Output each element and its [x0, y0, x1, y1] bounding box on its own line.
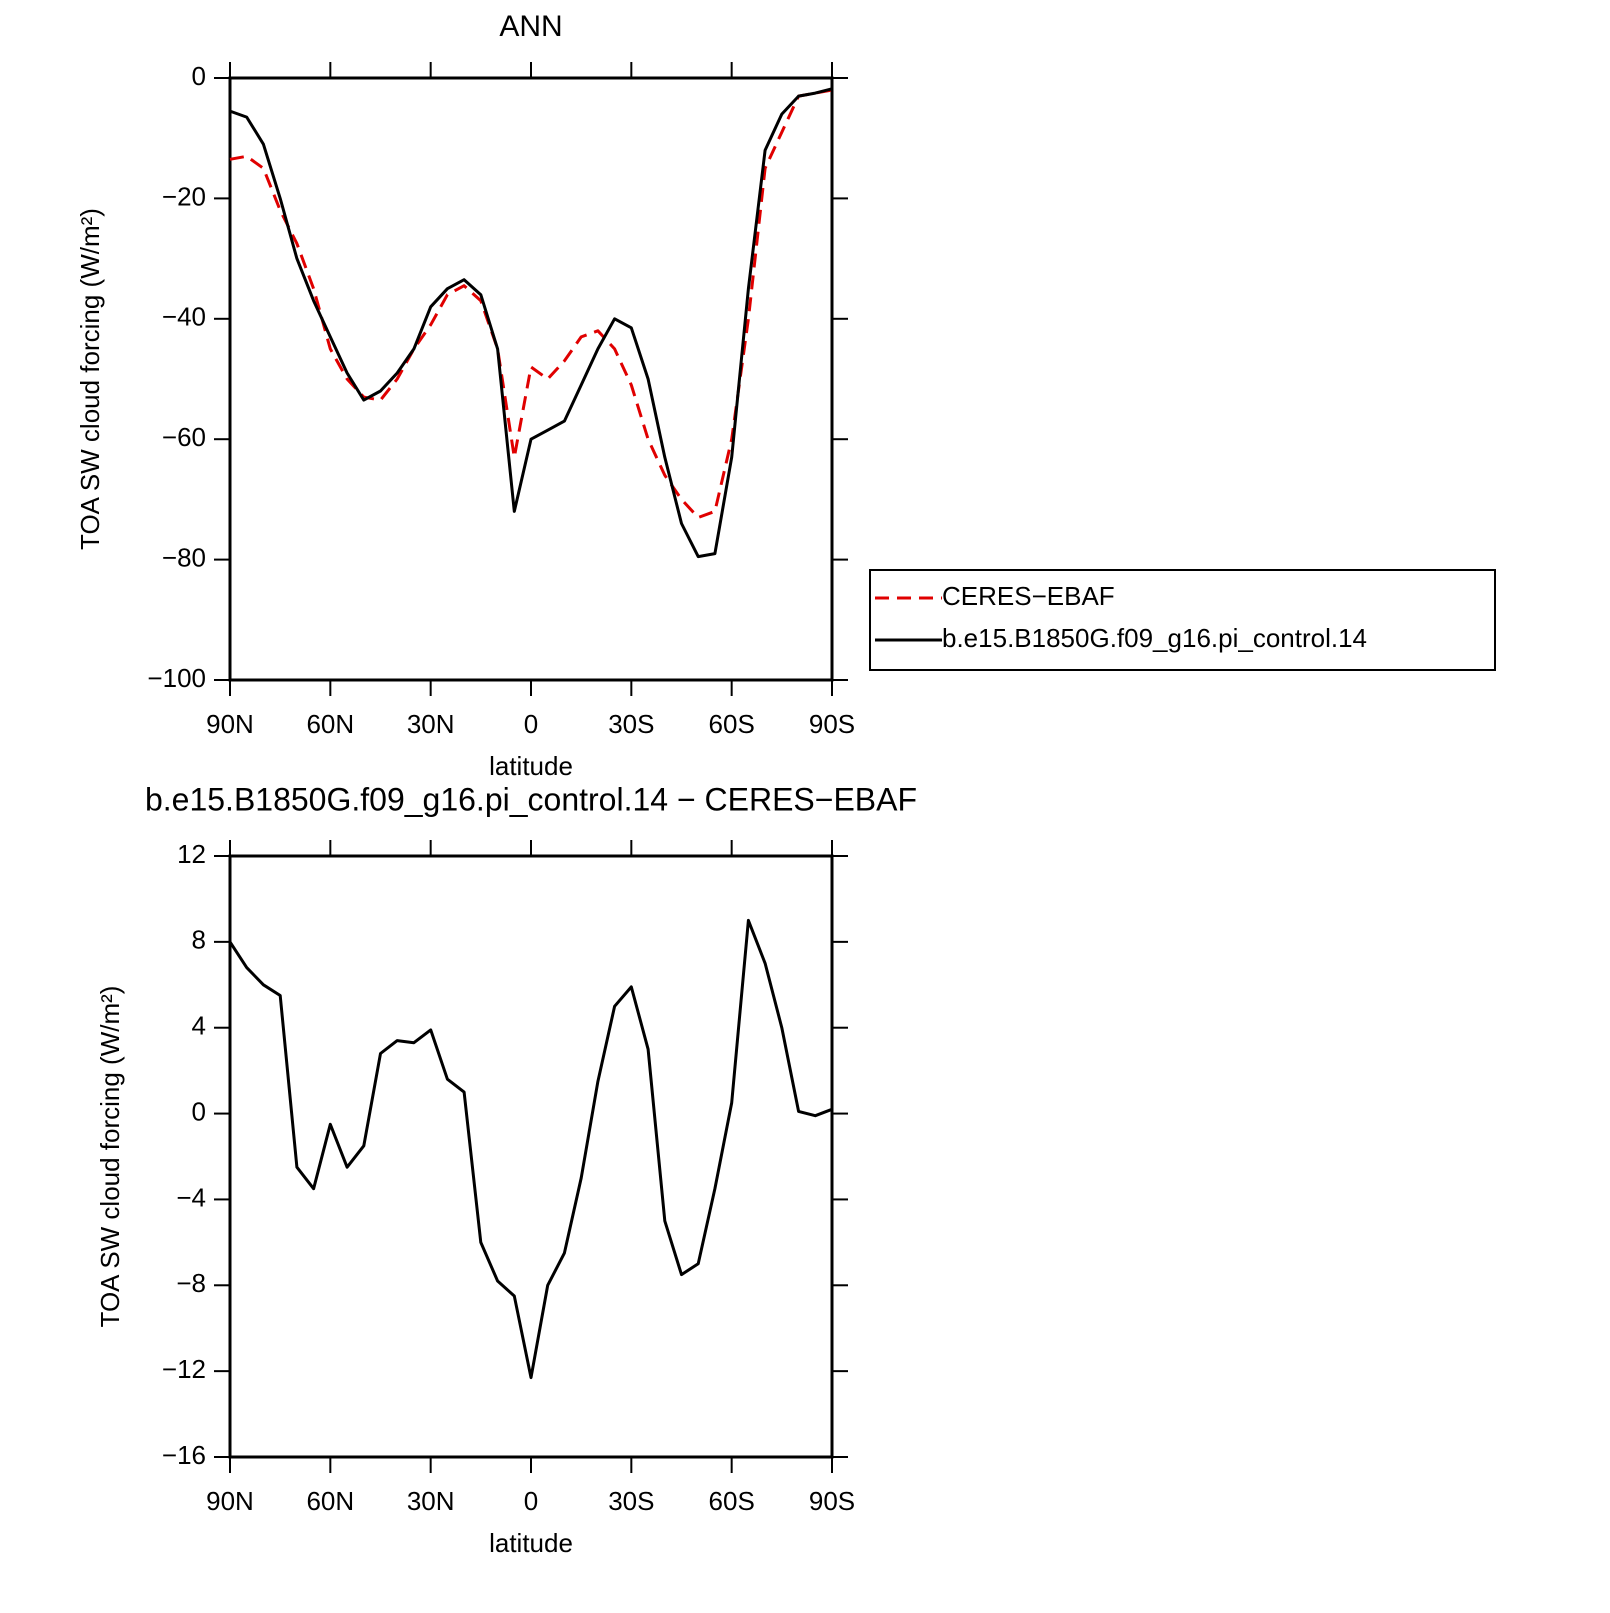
x-tick-label: 90S	[809, 1486, 855, 1516]
y-tick-label: −40	[162, 302, 206, 332]
x-tick-label: 60S	[709, 709, 755, 739]
series-line	[229, 88, 833, 519]
x-tick-label: 0	[524, 709, 538, 739]
x-tick-label: 30S	[608, 709, 654, 739]
x-tick-label: 30N	[407, 1486, 455, 1516]
y-tick-label: −8	[176, 1268, 206, 1298]
x-tick-label: 0	[524, 1486, 538, 1516]
y-tick-label: 4	[192, 1011, 206, 1041]
series-line	[228, 918, 833, 1380]
x-tick-label: 90N	[206, 1486, 254, 1516]
x-tick-label: 30N	[407, 709, 455, 739]
y-tick-label: 12	[177, 839, 206, 869]
y-tick-label: 0	[192, 1096, 206, 1126]
y-axis-label: TOA SW cloud forcing (W/m²)	[95, 986, 125, 1328]
y-tick-label: −60	[162, 422, 206, 452]
series-line	[229, 87, 833, 559]
x-tick-label: 30S	[608, 1486, 654, 1516]
y-tick-label: 8	[192, 925, 206, 955]
y-tick-label: −80	[162, 542, 206, 572]
chart-title: ANN	[499, 10, 562, 43]
y-tick-label: −12	[162, 1354, 206, 1384]
x-axis-label: latitude	[489, 751, 573, 781]
x-tick-label: 60S	[709, 1486, 755, 1516]
legend-label: CERES−EBAF	[942, 581, 1115, 611]
y-tick-label: −20	[162, 181, 206, 211]
y-tick-label: −16	[162, 1440, 206, 1470]
x-tick-label: 90N	[206, 709, 254, 739]
x-tick-label: 60N	[306, 709, 354, 739]
legend-label: b.e15.B1850G.f09_g16.pi_control.14	[942, 623, 1367, 653]
plot-frame	[228, 76, 834, 682]
y-tick-label: 0	[192, 61, 206, 91]
legend-box	[869, 569, 1496, 671]
y-tick-label: −4	[176, 1182, 206, 1212]
chart-title: b.e15.B1850G.f09_g16.pi_control.14 − CER…	[145, 781, 917, 817]
x-tick-label: 90S	[809, 709, 855, 739]
plot-frame	[228, 854, 834, 1459]
y-tick-label: −100	[147, 663, 206, 693]
y-axis-label: TOA SW cloud forcing (W/m²)	[75, 208, 105, 550]
x-axis-label: latitude	[489, 1528, 573, 1558]
x-tick-label: 60N	[306, 1486, 354, 1516]
